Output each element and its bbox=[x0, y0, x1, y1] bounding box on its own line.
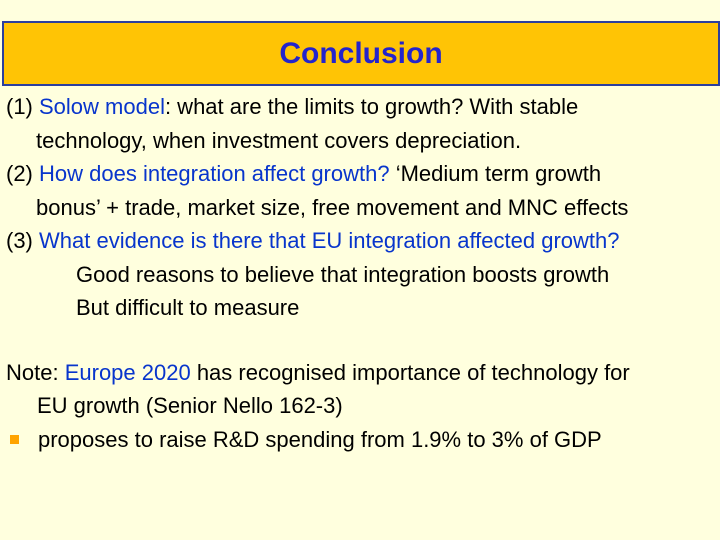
text-run: bonus’ + trade, market size, free moveme… bbox=[36, 194, 629, 220]
body-line: (1) Solow model: what are the limits to … bbox=[0, 90, 720, 124]
body-line: proposes to raise R&D spending from 1.9%… bbox=[0, 423, 720, 457]
body-line: bonus’ + trade, market size, free moveme… bbox=[0, 191, 720, 225]
body-line: EU growth (Senior Nello 162-3) bbox=[0, 389, 720, 423]
slide-body: (1) Solow model: what are the limits to … bbox=[0, 90, 720, 456]
highlighted-text-run: What evidence is there that EU integrati… bbox=[39, 228, 620, 253]
text-run: (1) bbox=[6, 94, 39, 119]
text-run: (2) bbox=[6, 161, 39, 186]
text-run: ‘Medium term growth bbox=[389, 161, 602, 186]
body-line: (3) What evidence is there that EU integ… bbox=[0, 224, 720, 258]
text-run: has recognised importance of technology … bbox=[190, 359, 630, 385]
body-line: But difficult to measure bbox=[0, 291, 720, 325]
body-line: Note: Europe 2020 has recognised importa… bbox=[0, 356, 720, 390]
text-run: But difficult to measure bbox=[76, 295, 300, 320]
text-run: Good reasons to believe that integration… bbox=[76, 261, 610, 287]
text-run: EU growth (Senior Nello 162-3) bbox=[37, 393, 343, 418]
slide-title: Conclusion bbox=[279, 36, 443, 70]
highlighted-text-run: How does integration affect growth? bbox=[39, 161, 390, 186]
title-bar: Conclusion bbox=[2, 21, 720, 86]
body-line: (2) How does integration affect growth? … bbox=[0, 157, 720, 191]
body-line: technology, when investment covers depre… bbox=[0, 124, 720, 158]
highlighted-text-run: Europe 2020 bbox=[64, 359, 191, 385]
text-run: : what are the limits to growth? With st… bbox=[164, 94, 579, 119]
text-run: (3) bbox=[6, 228, 39, 253]
body-line: Good reasons to believe that integration… bbox=[0, 258, 720, 292]
highlighted-text-run: Solow model bbox=[39, 94, 165, 119]
square-bullet-icon bbox=[10, 434, 19, 444]
text-run: Note: bbox=[6, 359, 65, 385]
text-run: proposes to raise R&D spending from 1.9%… bbox=[38, 426, 602, 452]
text-run: technology, when investment covers depre… bbox=[36, 127, 522, 153]
